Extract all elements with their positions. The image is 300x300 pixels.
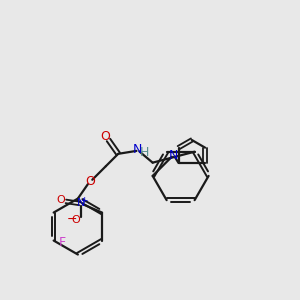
Text: F: F [58, 236, 65, 248]
Text: O: O [100, 130, 110, 143]
Text: +: + [80, 196, 88, 205]
Text: O: O [56, 196, 65, 206]
Text: N: N [168, 149, 178, 162]
Text: O: O [72, 215, 80, 225]
Text: H: H [140, 146, 149, 159]
Text: O: O [85, 175, 95, 188]
Text: −: − [67, 212, 77, 226]
Text: N: N [133, 143, 142, 156]
Text: N: N [77, 198, 86, 208]
